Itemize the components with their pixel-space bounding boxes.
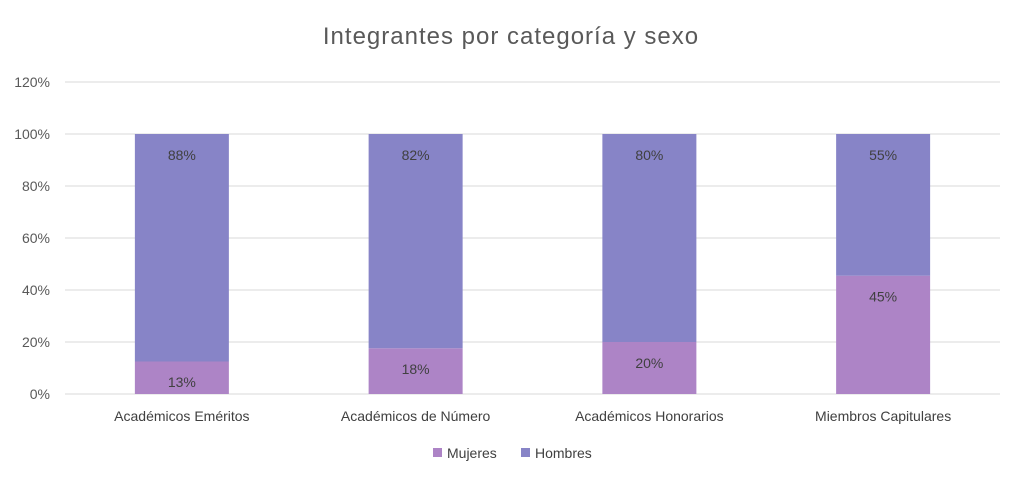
legend: Mujeres Hombres [433,445,592,461]
bar-hombres [602,134,697,342]
y-tick-label: 40% [22,282,50,298]
data-labels: 13% 88% 18% 82% 20% 80% 45% 55% [168,147,897,390]
bar-mujeres [602,342,697,394]
y-tick-label: 60% [22,230,50,246]
x-category-label: Miembros Capitulares [815,408,951,424]
data-label: 13% [168,374,196,390]
y-tick-label: 120% [14,74,50,90]
x-axis-categories: Académicos Eméritos Académicos de Número A… [114,408,951,424]
x-category-label: Académicos Eméritos [114,408,249,424]
bar-hombres [134,134,229,362]
x-category-label: Académicos Honorarios [575,408,724,424]
data-label: 18% [402,361,430,377]
data-label: 20% [635,355,663,371]
legend-label-mujeres: Mujeres [447,445,497,461]
bar-hombres [368,134,463,349]
data-label: 88% [168,147,196,163]
bar-mujeres [836,275,931,394]
x-category-label: Académicos de Número [341,408,491,424]
y-tick-label: 0% [30,386,50,402]
data-label: 45% [869,289,897,305]
bars [134,134,931,394]
y-tick-label: 100% [14,126,50,142]
y-tick-label: 80% [22,178,50,194]
legend-swatch-hombres [521,448,530,457]
bar-mujeres [134,361,229,394]
bar-mujeres [368,348,463,394]
data-label: 82% [402,147,430,163]
legend-swatch-mujeres [433,448,442,457]
y-axis-ticks: 0% 20% 40% 60% 80% 100% 120% [14,74,50,402]
bar-hombres [836,134,931,276]
data-label: 55% [869,147,897,163]
chart-title: Integrantes por categoría y sexo [323,23,699,50]
data-label: 80% [635,147,663,163]
y-tick-label: 20% [22,334,50,350]
legend-label-hombres: Hombres [535,445,592,461]
